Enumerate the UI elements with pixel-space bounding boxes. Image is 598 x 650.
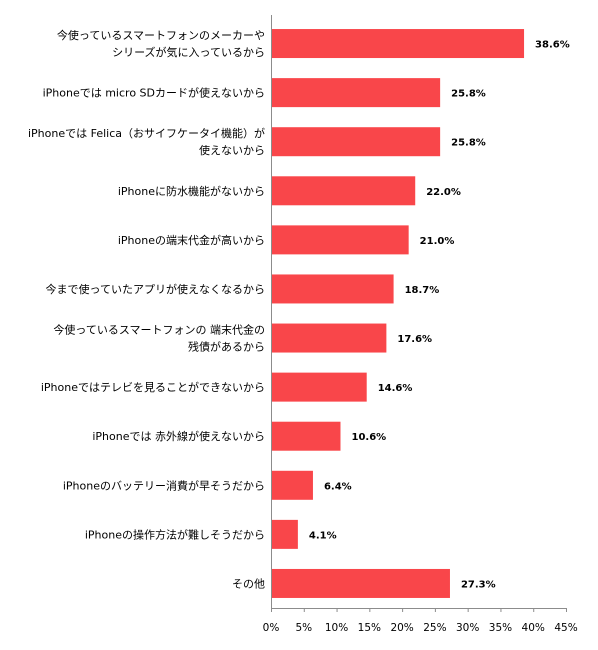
bar-7: [272, 372, 367, 402]
category-label-1: iPhoneでは micro SDカードが使えないから: [43, 86, 265, 100]
category-label-6-line-0: 今使っているスマートフォンの 端末代金の: [53, 323, 265, 337]
value-label-0: 38.6%: [535, 40, 570, 51]
category-label-5-line-0: 今まで使っていたアプリが使えなくなるから: [46, 282, 265, 296]
bar-9: [272, 470, 313, 500]
category-label-9-line-0: iPhoneのバッテリー消費が早そうだから: [63, 478, 265, 492]
category-label-9: iPhoneのバッテリー消費が早そうだから: [63, 478, 265, 492]
x-tick-label-3: 15%: [358, 622, 381, 634]
bar-3: [272, 176, 416, 206]
x-tick-label-4: 20%: [390, 622, 413, 634]
x-tick-label-8: 40%: [522, 622, 545, 634]
bar-1: [272, 78, 441, 108]
category-label-6-line-1: 残債があるから: [188, 340, 265, 354]
category-label-4-line-0: iPhoneの端末代金が高いから: [118, 233, 265, 247]
category-label-6: 今使っているスマートフォンの 端末代金の残債があるから: [53, 323, 265, 354]
x-tick-label-9: 45%: [554, 622, 577, 634]
x-tick-label-0: 0%: [263, 622, 280, 634]
x-tick-label-2: 10%: [325, 622, 348, 634]
x-tick-label-5: 25%: [423, 622, 446, 634]
category-label-3: iPhoneに防水機能がないから: [118, 184, 265, 198]
category-label-8-line-0: iPhoneでは 赤外線が使えないから: [92, 429, 265, 443]
category-label-7: iPhoneではテレビを見ることができないから: [41, 380, 265, 394]
value-label-9: 6.4%: [324, 481, 352, 492]
x-tick-label-6: 30%: [456, 622, 479, 634]
bar-5: [272, 274, 394, 304]
bar-6: [272, 323, 387, 353]
value-label-7: 14.6%: [378, 383, 413, 394]
category-label-11: その他: [232, 577, 265, 590]
category-label-5: 今まで使っていたアプリが使えなくなるから: [46, 282, 265, 296]
category-label-3-line-0: iPhoneに防水機能がないから: [118, 184, 265, 198]
category-label-10: iPhoneの操作方法が難しそうだから: [85, 527, 265, 541]
value-label-1: 25.8%: [451, 89, 486, 100]
category-label-2: iPhoneでは Felica（おサイフケータイ機能）が使えないから: [28, 126, 265, 157]
value-label-3: 22.0%: [426, 187, 461, 198]
category-label-10-line-0: iPhoneの操作方法が難しそうだから: [85, 527, 265, 541]
value-label-5: 18.7%: [405, 285, 440, 296]
category-label-0-line-1: シリーズが気に入っているから: [112, 45, 265, 59]
value-label-10: 4.1%: [309, 530, 337, 541]
category-label-11-line-0: その他: [232, 577, 265, 590]
category-label-2-line-1: 使えないから: [199, 144, 265, 157]
bar-2: [272, 127, 441, 157]
bar-11: [272, 568, 450, 598]
x-tick-label-1: 5%: [295, 622, 312, 634]
category-label-4: iPhoneの端末代金が高いから: [118, 233, 265, 247]
bar-0: [272, 29, 525, 59]
bar-4: [272, 225, 409, 255]
value-label-6: 17.6%: [397, 334, 432, 345]
value-label-8: 10.6%: [351, 432, 386, 443]
bar-10: [272, 519, 298, 549]
value-label-2: 25.8%: [451, 138, 486, 149]
category-label-8: iPhoneでは 赤外線が使えないから: [92, 429, 265, 443]
x-tick-label-7: 35%: [489, 622, 512, 634]
value-label-11: 27.3%: [461, 579, 496, 590]
category-label-7-line-0: iPhoneではテレビを見ることができないから: [41, 380, 265, 394]
value-label-4: 21.0%: [420, 236, 455, 247]
bar-8: [272, 421, 341, 451]
category-label-0-line-0: 今使っているスマートフォンのメーカーや: [57, 28, 265, 42]
category-label-0: 今使っているスマートフォンのメーカーやシリーズが気に入っているから: [57, 28, 265, 59]
category-label-2-line-0: iPhoneでは Felica（おサイフケータイ機能）が: [28, 126, 265, 140]
category-label-1-line-0: iPhoneでは micro SDカードが使えないから: [43, 86, 265, 100]
